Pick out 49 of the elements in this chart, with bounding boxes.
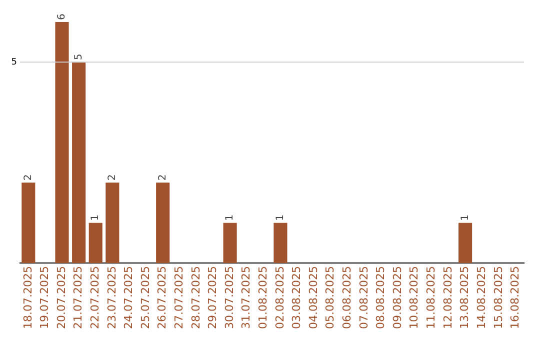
x-tick-label: 31.07.2025: [240, 266, 253, 330]
x-tick-label: 13.08.2025: [458, 266, 472, 330]
x-tick-label: 03.08.2025: [290, 266, 304, 330]
x-tick-label: 21.07.2025: [72, 266, 85, 330]
x-tick-label: 06.08.2025: [340, 266, 354, 330]
x-tick-label: 16.08.2025: [508, 266, 522, 330]
x-tick-label: 12.08.2025: [441, 266, 454, 330]
bar: [88, 222, 102, 264]
x-tick-label: 11.08.2025: [424, 266, 438, 330]
data-label: 2: [107, 174, 118, 181]
ref-line-label: 5: [11, 58, 17, 68]
x-tick-label: 25.07.2025: [138, 266, 152, 330]
bar: [72, 62, 86, 264]
x-tick-label: 22.07.2025: [88, 266, 102, 330]
x-tick-label: 23.07.2025: [105, 266, 118, 330]
data-label: 2: [22, 174, 34, 181]
bar: [156, 182, 170, 264]
data-label: 1: [275, 214, 286, 221]
x-tick-label: 04.08.2025: [306, 266, 320, 330]
data-label: 2: [157, 174, 168, 181]
x-tick-label: 14.08.2025: [474, 266, 488, 330]
x-tick-label: 05.08.2025: [324, 266, 337, 330]
x-tick-label: 19.07.2025: [38, 266, 52, 330]
x-tick-label: 20.07.2025: [54, 266, 68, 330]
x-tick-label: 07.08.2025: [357, 266, 370, 330]
x-tick-label: 30.07.2025: [222, 266, 236, 330]
x-tick-label: 02.08.2025: [273, 266, 286, 330]
x-tick-label: 09.08.2025: [390, 266, 404, 330]
bar: [22, 182, 36, 264]
x-tick-label: 08.08.2025: [374, 266, 388, 330]
bar: [223, 222, 237, 264]
x-tick-label: 24.07.2025: [122, 266, 136, 330]
x-tick-label: 28.07.2025: [189, 266, 202, 330]
x-tick-label: 29.07.2025: [206, 266, 220, 330]
x-tick-label: 26.07.2025: [156, 266, 169, 330]
bar: [458, 222, 472, 264]
bar: [55, 22, 69, 264]
x-tick-label: 15.08.2025: [492, 266, 505, 330]
data-label: 1: [460, 214, 471, 221]
data-label: 5: [73, 54, 84, 60]
data-label: 1: [224, 214, 236, 221]
data-label: 6: [56, 14, 68, 20]
x-tick-label: 27.07.2025: [172, 266, 186, 330]
x-tick-label: 10.08.2025: [408, 266, 421, 330]
data-label: 1: [90, 214, 102, 221]
bar: [106, 182, 120, 264]
x-tick-label: 18.07.2025: [21, 266, 34, 330]
x-tick-label: 01.08.2025: [256, 266, 270, 330]
bar: [274, 222, 288, 264]
